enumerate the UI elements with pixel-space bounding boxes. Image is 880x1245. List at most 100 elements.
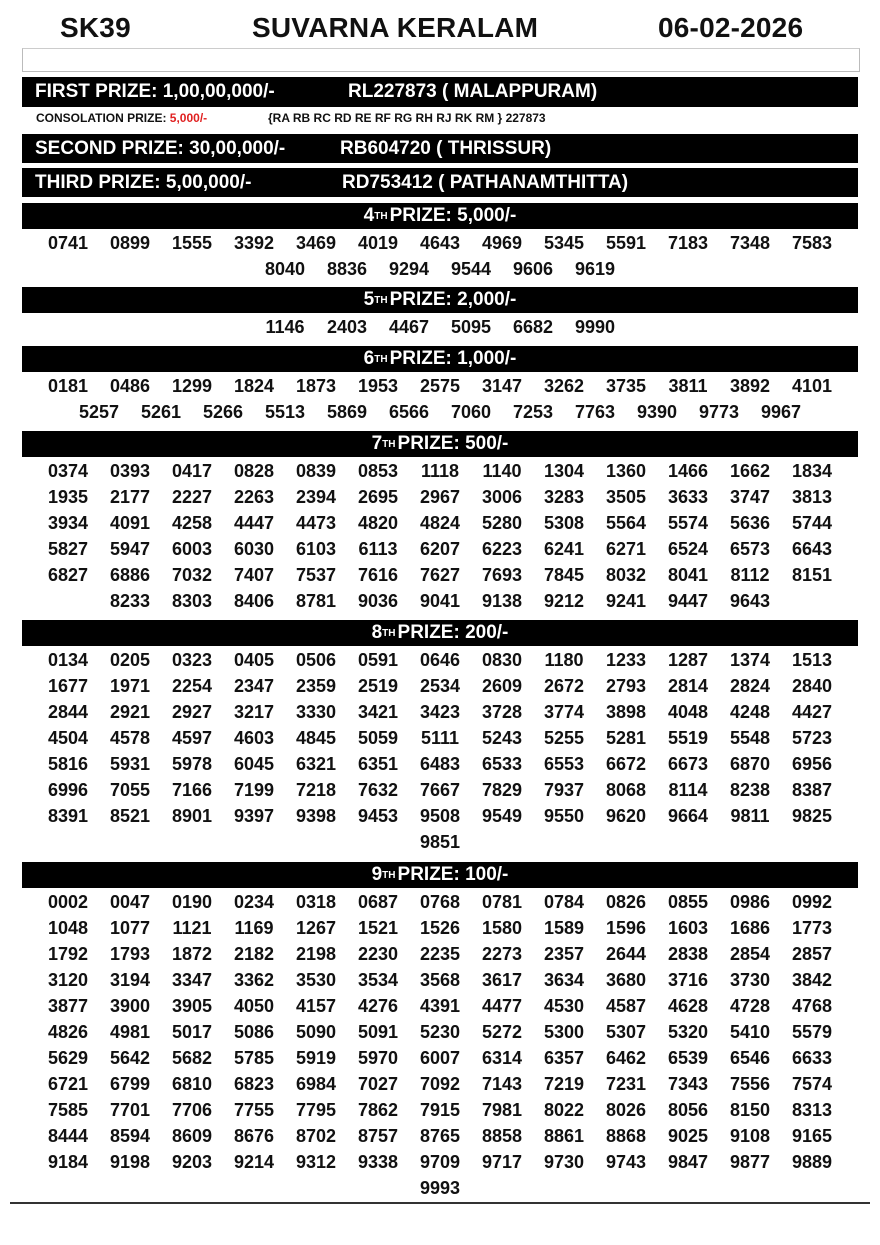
winning-number: 8040 <box>264 259 306 279</box>
prize-4-numbers: 0741 0899 1555 3392 3469 4019 4643 4969 5345 5591… <box>22 230 858 282</box>
winning-number: 4101 <box>791 376 833 396</box>
winning-number: 8026 <box>605 1100 647 1120</box>
winning-number: 6314 <box>481 1048 523 1068</box>
winning-number: 1121 <box>172 918 212 938</box>
winning-number: 8151 <box>791 565 833 585</box>
winning-number: 4427 <box>791 702 833 722</box>
winning-number: 3811 <box>668 376 708 396</box>
winning-number: 0741 <box>47 233 89 253</box>
lottery-title: SUVARNA KERALAM <box>252 12 539 43</box>
draw-code: SK39 <box>60 12 131 43</box>
winning-number: 3392 <box>233 233 275 253</box>
winning-number: 5574 <box>667 513 709 533</box>
winning-number: 3217 <box>233 702 275 722</box>
winning-number: 5272 <box>481 1022 523 1042</box>
winning-number: 9294 <box>388 259 430 279</box>
winning-number: 2838 <box>667 944 709 964</box>
winning-number: 1077 <box>109 918 151 938</box>
winning-number: 7348 <box>729 233 771 253</box>
winning-number: 6462 <box>605 1048 647 1068</box>
winning-number: 2672 <box>543 676 585 696</box>
prize-5-header: 5 TH PRIZE: 2,000/- <box>22 287 858 313</box>
winning-number: 6524 <box>667 539 709 559</box>
second-prize-bar: SECOND PRIZE: 30,00,000/- RB604720 ( THR… <box>22 134 858 163</box>
winning-number: 7253 <box>512 402 554 422</box>
prize-label: PRIZE: 500/- <box>397 433 509 454</box>
winning-number: 4845 <box>295 728 337 748</box>
winning-number: 0687 <box>357 892 399 912</box>
winning-number: 6996 <box>47 780 89 800</box>
winning-number: 9214 <box>233 1152 275 1172</box>
winning-number: 3680 <box>605 970 647 990</box>
winning-number: 0839 <box>295 461 337 481</box>
winning-number: 0205 <box>109 650 151 670</box>
winning-number: 3892 <box>729 376 771 396</box>
winning-number: 3283 <box>543 487 585 507</box>
winning-number: 7981 <box>481 1100 523 1120</box>
winning-number: 0826 <box>605 892 647 912</box>
winning-number: 7845 <box>543 565 585 585</box>
prize-8-numbers: 0134 0205 0323 0405 0506 0591 0646 0830 1180 1233… <box>22 647 858 855</box>
winning-number: 0784 <box>543 892 585 912</box>
winning-number: 2857 <box>791 944 833 964</box>
winning-number: 3530 <box>295 970 337 990</box>
winning-number: 3617 <box>481 970 523 990</box>
winning-number: 9138 <box>481 591 523 611</box>
winning-number: 9847 <box>667 1152 709 1172</box>
winning-number: 0830 <box>481 650 523 670</box>
winning-number: 2814 <box>667 676 709 696</box>
winning-number: 5919 <box>295 1048 337 1068</box>
winning-number: 4530 <box>543 996 585 1016</box>
winning-number: 7218 <box>295 780 337 800</box>
winning-number: 9717 <box>481 1152 523 1172</box>
prize-6-numbers: 0181 0486 1299 1824 1873 1953 2575 3147 3262 3735… <box>22 373 858 425</box>
winning-number: 5086 <box>233 1022 275 1042</box>
winning-number: 6823 <box>233 1074 275 1094</box>
winning-number: 2198 <box>295 944 337 964</box>
winning-number: 7706 <box>171 1100 213 1120</box>
winning-number: 4578 <box>109 728 151 748</box>
winning-number: 7829 <box>481 780 523 800</box>
winning-number: 1935 <box>47 487 89 507</box>
winning-number: 6633 <box>791 1048 833 1068</box>
winning-number: 2359 <box>295 676 337 696</box>
winning-number: 5255 <box>543 728 585 748</box>
first-prize-label: FIRST PRIZE: 1,00,00,000/- <box>35 81 275 102</box>
prize-9-header: 9 TH PRIZE: 100/- <box>22 862 858 888</box>
winning-number: 6103 <box>295 539 337 559</box>
winning-number: 8521 <box>109 806 151 826</box>
winning-number: 0853 <box>357 461 399 481</box>
winning-number: 4504 <box>47 728 89 748</box>
winning-number: 6271 <box>605 539 647 559</box>
winning-number: 7343 <box>667 1074 709 1094</box>
winning-number: 0181 <box>47 376 89 396</box>
winning-number: 0374 <box>47 461 89 481</box>
winning-number: 0323 <box>171 650 213 670</box>
winning-number: 6003 <box>171 539 213 559</box>
prize-ordinal-suffix: TH <box>382 438 396 450</box>
draw-date: 06-02-2026 <box>658 12 804 43</box>
winning-number: 0486 <box>109 376 151 396</box>
winning-number: 8233 <box>109 591 151 611</box>
winning-number: 2921 <box>109 702 151 722</box>
winning-number: 4447 <box>233 513 275 533</box>
winning-number: 7937 <box>543 780 585 800</box>
first-prize-bar: FIRST PRIZE: 1,00,00,000/- RL227873 ( MA… <box>22 77 858 107</box>
winning-number: 3330 <box>295 702 337 722</box>
winning-number: 1169 <box>234 918 274 938</box>
winning-number: 1233 <box>605 650 647 670</box>
winning-number: 0855 <box>667 892 709 912</box>
winning-number: 9773 <box>698 402 740 422</box>
winning-number: 7060 <box>450 402 492 422</box>
winning-number: 3735 <box>605 376 647 396</box>
winning-number: 9619 <box>574 259 616 279</box>
winning-number: 7143 <box>481 1074 523 1094</box>
winning-number: 1513 <box>791 650 833 670</box>
winning-number: 3634 <box>543 970 585 990</box>
winning-number: 0781 <box>481 892 523 912</box>
winning-number: 9811 <box>730 806 770 826</box>
winning-number: 7667 <box>419 780 461 800</box>
winning-number: 1824 <box>233 376 275 396</box>
winning-number: 0234 <box>233 892 275 912</box>
winning-number: 1603 <box>667 918 709 938</box>
